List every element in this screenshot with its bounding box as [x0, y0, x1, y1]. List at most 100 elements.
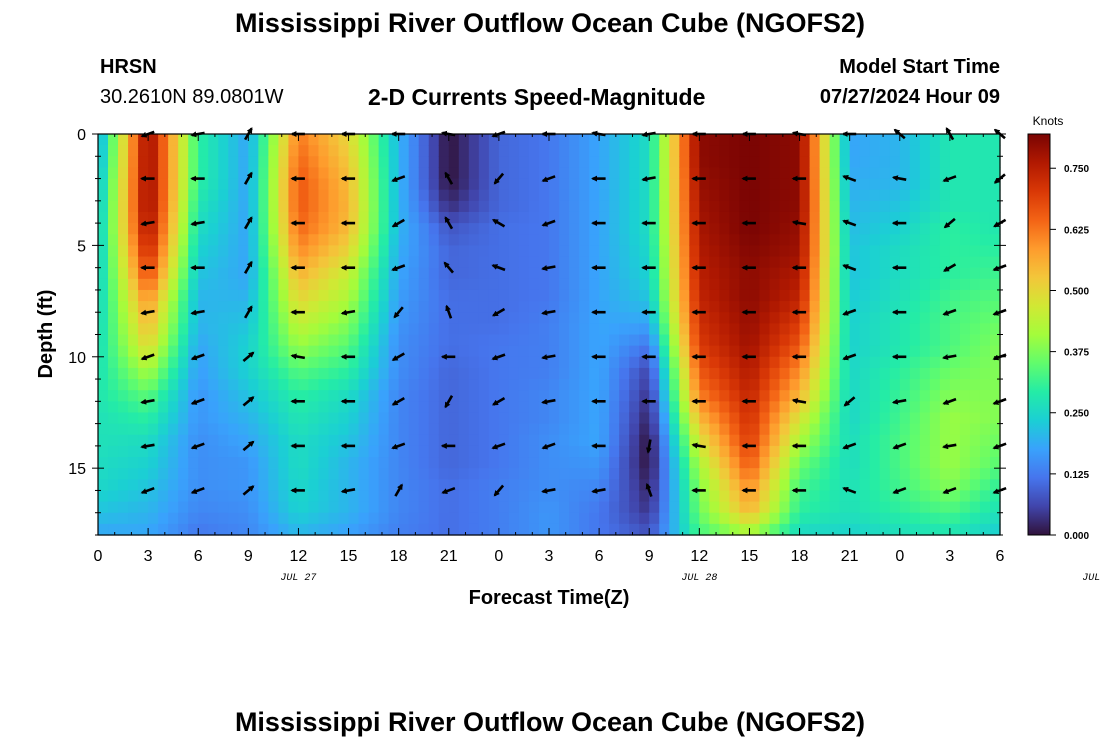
- heatmap-cell: [398, 134, 410, 146]
- current-arrow: [591, 487, 606, 494]
- heatmap-cell: [158, 523, 169, 536]
- heatmap-cell: [528, 423, 540, 436]
- heatmap-cell: [488, 245, 500, 258]
- heatmap-cell: [589, 312, 600, 324]
- heatmap-cell: [228, 178, 239, 191]
- heatmap-cell: [188, 379, 199, 391]
- heatmap-cell: [789, 412, 801, 425]
- heatmap-cell: [809, 345, 821, 358]
- heatmap-cell: [148, 156, 159, 169]
- heatmap-cell: [729, 434, 741, 447]
- y-tick-label: 5: [77, 238, 86, 255]
- heatmap-cell: [889, 211, 901, 224]
- heatmap-cell: [869, 412, 881, 425]
- heatmap-cell: [859, 457, 871, 469]
- heatmap-cell: [448, 167, 460, 180]
- heatmap-cell: [949, 379, 961, 391]
- heatmap-cell: [508, 490, 520, 503]
- heatmap-cell: [599, 200, 610, 213]
- heatmap-cell: [538, 256, 550, 269]
- heatmap-cell: [939, 468, 951, 480]
- heatmap-cell: [959, 189, 971, 202]
- x-tick-label: 3: [545, 548, 554, 565]
- heatmap-cell: [709, 423, 720, 436]
- heatmap-cell: [248, 457, 259, 469]
- heatmap-cell: [378, 134, 390, 146]
- heatmap-cell: [98, 523, 109, 536]
- heatmap-cell: [118, 479, 129, 492]
- heatmap-cell: [148, 523, 159, 536]
- heatmap-cell: [629, 267, 640, 280]
- heatmap-cell: [689, 312, 700, 324]
- heatmap-cell: [789, 278, 801, 291]
- heatmap-cell: [408, 434, 420, 447]
- heatmap-cell: [949, 267, 961, 280]
- heatmap-cell: [148, 211, 159, 224]
- heatmap-cell: [719, 512, 730, 525]
- heatmap-cell: [829, 289, 841, 302]
- heatmap-cell: [939, 189, 951, 202]
- heatmap-cell: [238, 445, 249, 458]
- x-tick-label: 18: [390, 548, 408, 565]
- heatmap-cell: [819, 223, 831, 235]
- heatmap-cell: [589, 234, 600, 246]
- heatmap-cell: [478, 278, 490, 291]
- heatmap-cell: [458, 490, 470, 503]
- heatmap-cell: [418, 390, 430, 402]
- heatmap-cell: [879, 412, 891, 425]
- heatmap-cell: [428, 390, 440, 402]
- heatmap-cell: [428, 223, 440, 235]
- heatmap-cell: [168, 189, 179, 202]
- heatmap-cell: [829, 278, 841, 291]
- heatmap-cell: [208, 145, 219, 157]
- heatmap-cell: [328, 211, 340, 224]
- heatmap-cell: [198, 323, 209, 336]
- heatmap-cell: [799, 434, 811, 447]
- heatmap-cell: [528, 267, 540, 280]
- heatmap-cell: [138, 256, 149, 269]
- heatmap-cell: [899, 223, 911, 235]
- heatmap-cell: [268, 412, 279, 425]
- heatmap-cell: [759, 189, 771, 202]
- heatmap-cell: [298, 412, 310, 425]
- heatmap-cell: [478, 134, 490, 146]
- heatmap-cell: [989, 367, 1001, 380]
- heatmap-cell: [108, 234, 119, 246]
- heatmap-cell: [508, 211, 520, 224]
- heatmap-cell: [228, 356, 239, 369]
- heatmap-cell: [308, 134, 320, 146]
- heatmap-cell: [108, 134, 119, 146]
- heatmap-cell: [649, 223, 660, 235]
- heatmap-cell: [258, 156, 269, 169]
- heatmap-cell: [859, 412, 871, 425]
- heatmap-cell: [659, 278, 670, 291]
- heatmap-cell: [148, 356, 159, 369]
- heatmap-cell: [679, 445, 690, 458]
- heatmap-cell: [779, 457, 791, 469]
- heatmap-cell: [328, 178, 340, 191]
- heatmap-cell: [538, 523, 550, 536]
- heatmap-cell: [458, 189, 470, 202]
- heatmap-cell: [559, 345, 570, 358]
- heatmap-cell: [168, 334, 179, 347]
- heatmap-cell: [809, 468, 821, 480]
- heatmap-cell: [569, 278, 580, 291]
- heatmap-cell: [759, 245, 771, 258]
- heatmap-cell: [528, 245, 540, 258]
- heatmap-cell: [198, 312, 209, 324]
- heatmap-cell: [599, 178, 610, 191]
- current-arrow: [190, 353, 205, 361]
- heatmap-cell: [248, 523, 259, 536]
- current-arrow: [491, 353, 506, 361]
- heatmap-cell: [108, 512, 119, 525]
- heatmap-cell: [559, 167, 570, 180]
- heatmap-cell: [789, 189, 801, 202]
- heatmap-cell: [108, 479, 119, 492]
- heatmap-cell: [428, 334, 440, 347]
- heatmap-cell: [138, 134, 149, 146]
- heatmap-cell: [729, 334, 741, 347]
- heatmap-cell: [919, 301, 931, 313]
- heatmap-cell: [138, 501, 149, 514]
- heatmap-cell: [238, 278, 249, 291]
- heatmap-cell: [829, 379, 841, 391]
